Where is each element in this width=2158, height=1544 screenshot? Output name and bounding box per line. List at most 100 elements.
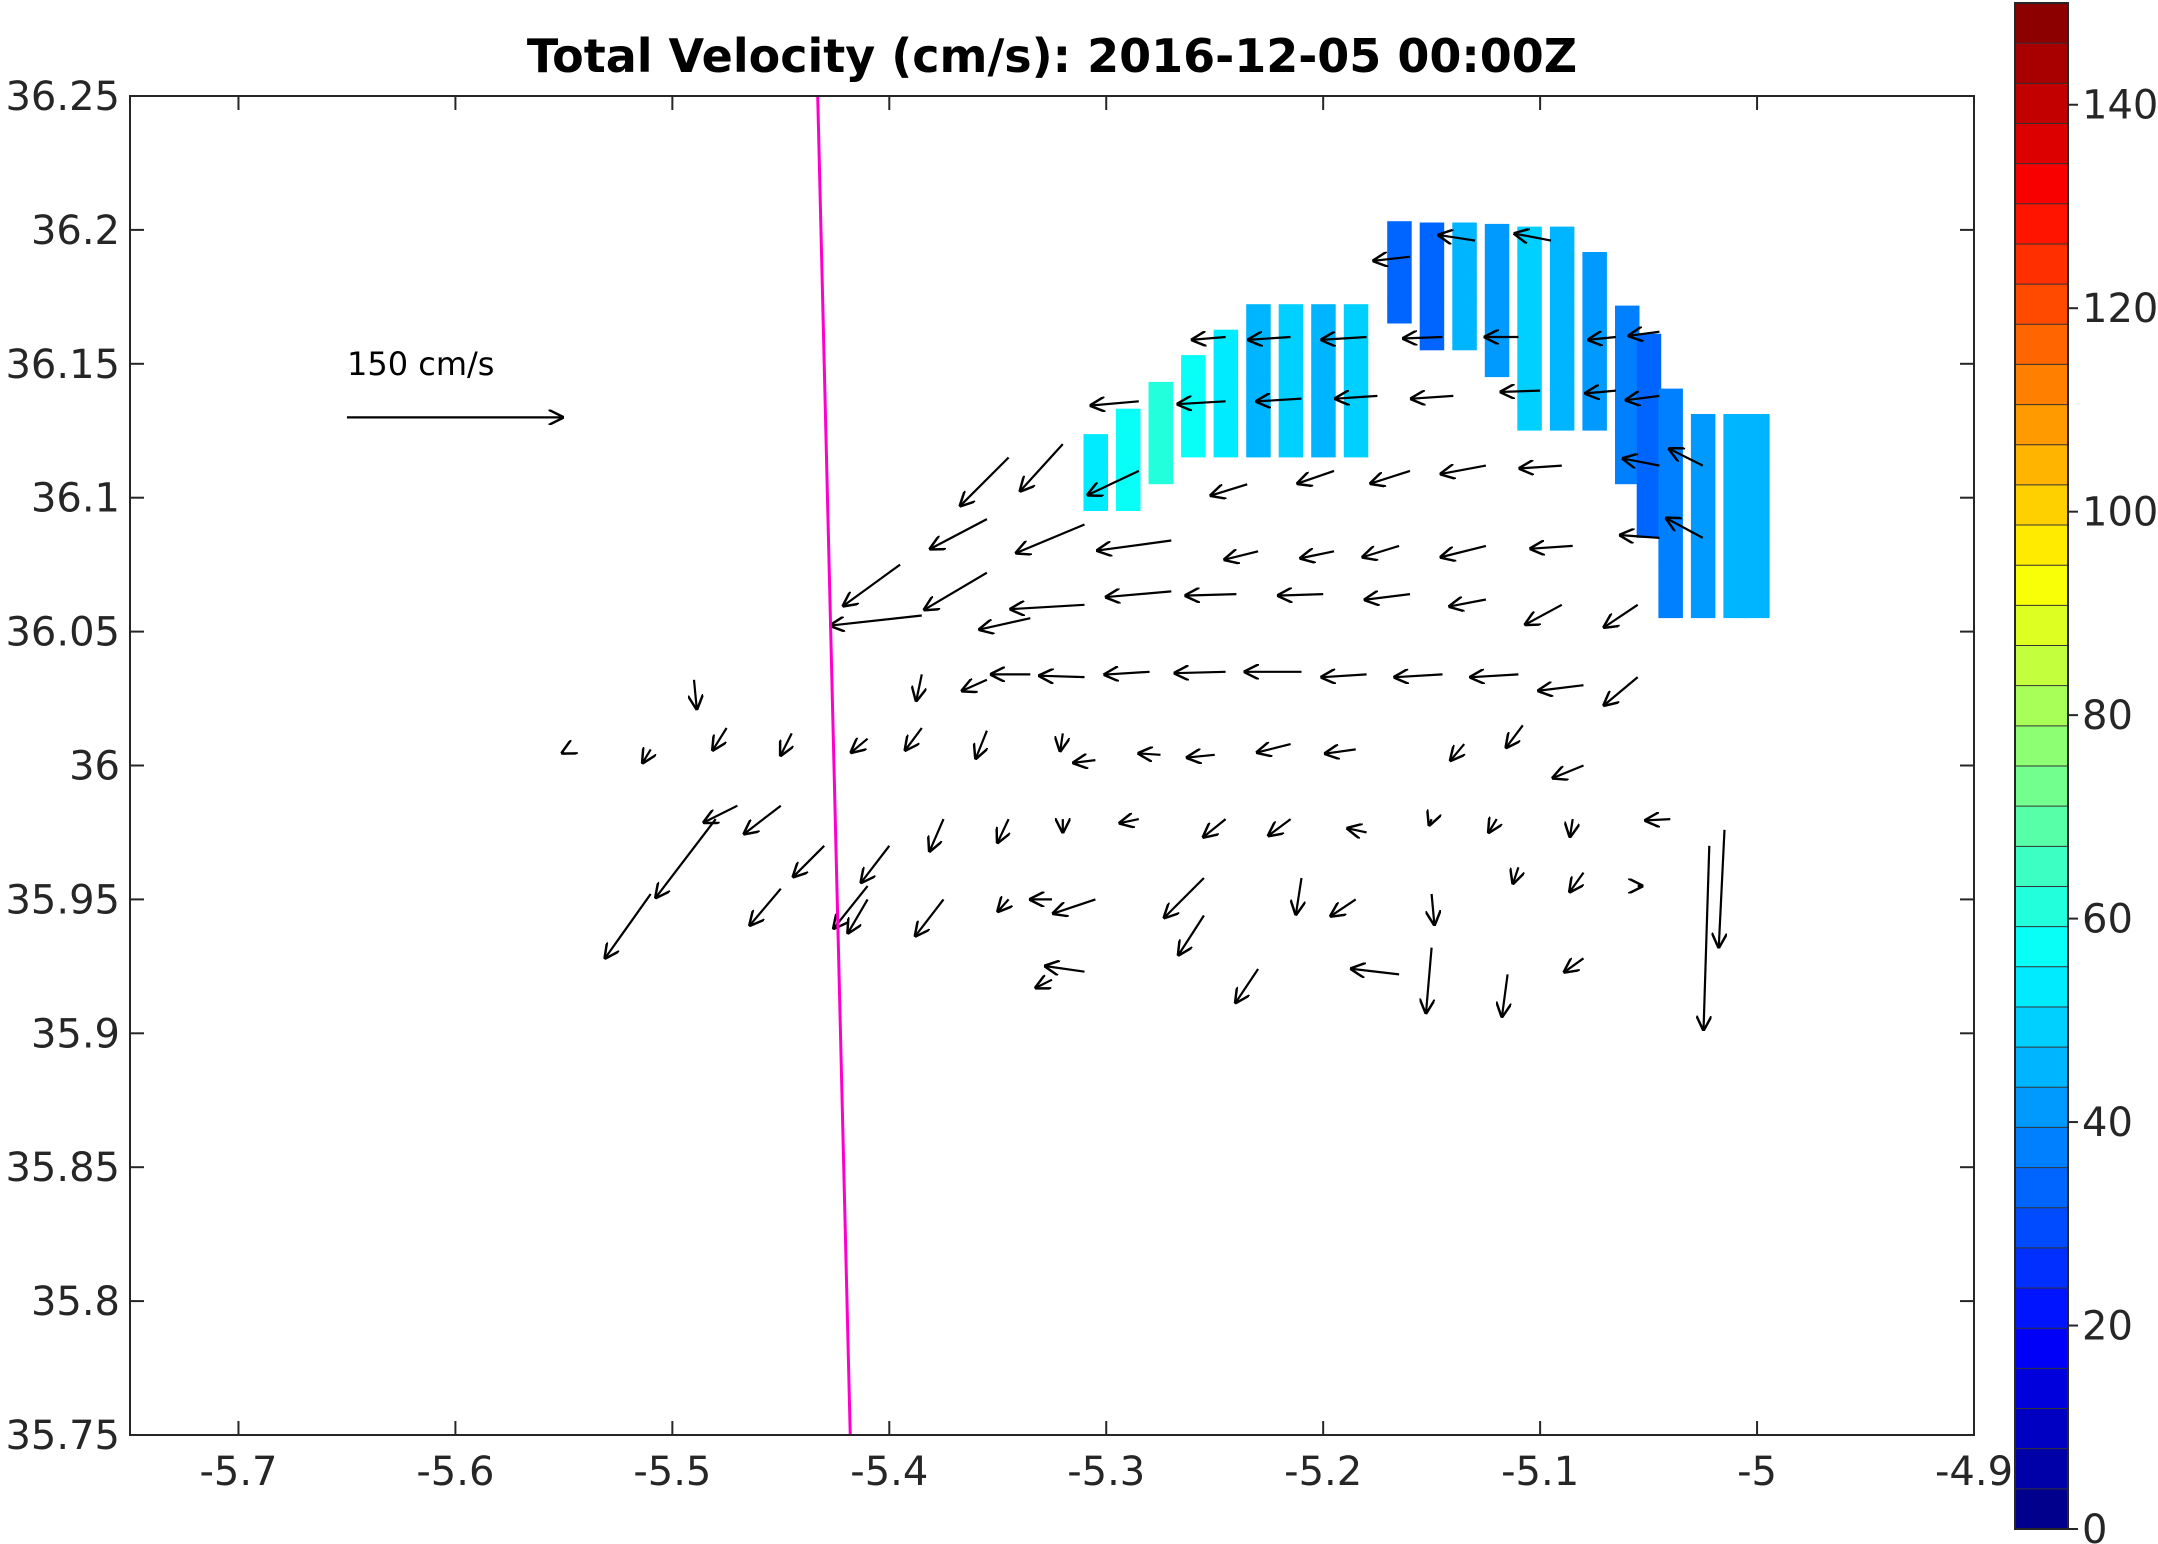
colorbar-frame [2014,2,2069,1530]
speed-cell [1615,432,1640,459]
velocity-vector [1587,337,1617,340]
velocity-vector [1502,974,1508,1017]
velocity-vector [1529,546,1573,549]
colorbar-step [2015,43,2068,84]
velocity-vector [1247,337,1291,340]
colorbar-step [2015,1047,2068,1088]
speed-cell [1658,592,1683,619]
velocity-vector [1210,483,1248,496]
speed-cell [1549,226,1575,253]
speed-cell [1658,464,1683,491]
velocity-vector [1584,391,1617,394]
plot-frame [129,95,1975,1436]
velocity-vector [1644,819,1671,820]
velocity-vector [1619,535,1660,538]
velocity-vector [1268,818,1292,836]
velocity-vector [1450,743,1465,761]
velocity-vector [1410,396,1454,399]
velocity-vector [1035,980,1053,989]
velocity-vector [1163,877,1205,919]
velocity-vector [1719,829,1725,949]
velocity-vector [1060,733,1063,752]
y-axis: 35.75 35.8 35.85 35.9 35.95 36 36.05 36.1 36.15 3… [5,74,1974,1459]
colorbar-step [2015,685,2068,727]
speed-cell [1083,485,1108,511]
speed-cell [1116,434,1141,461]
y-tick-label: 35.85 [5,1145,120,1191]
velocity-vector [1009,605,1085,609]
speed-cell [1484,351,1510,378]
velocity-vector [1296,877,1302,916]
velocity-vector [642,749,651,764]
colorbar-step [2015,1006,2068,1048]
velocity-vector [1019,443,1064,492]
velocity-vector [1603,676,1639,706]
velocity-vector [847,898,869,934]
colorbar-step [2015,1167,2068,1209]
velocity-vector [1437,235,1476,241]
velocity-vector [604,893,652,959]
colorbar-step [2015,484,2068,526]
velocity-vector [1625,396,1660,400]
speed-cell [1615,356,1640,383]
velocity-vector [1277,594,1324,596]
colorbar-tick-label: 40 [2082,1100,2133,1146]
speed-cell [1148,432,1173,459]
y-tick-label: 36 [69,744,120,790]
colorbar-step [2015,1448,2068,1490]
velocity-vector [1563,957,1585,973]
speed-cell [1745,490,1770,517]
speed-cell [1246,406,1271,432]
speed-cell [1246,431,1271,458]
velocity-vector [1362,544,1400,558]
x-tick-label: -5.2 [1284,1449,1362,1495]
speed-cell [1452,298,1477,325]
speed-cell [1452,248,1477,274]
velocity-vector [1505,724,1524,748]
velocity-vector [1256,744,1291,753]
velocity-vector [694,679,697,710]
velocity-vector [1072,760,1096,763]
velocity-vector [1105,591,1172,597]
velocity-vector [959,456,1010,507]
speed-cell [1419,273,1445,300]
y-tick-label: 36.2 [31,208,120,254]
colorbar-tick-label: 120 [2082,286,2158,332]
velocity-vector [712,727,728,751]
velocity-vector [1202,818,1227,838]
x-axis: -5.7 -5.6 -5.5 -5.4 -5.3 -5.2 -5.1 -5 -4.9 [199,96,2013,1495]
colorbar-tick-label: 20 [2082,1304,2133,1350]
speed-cell [1636,486,1662,513]
x-tick-label: -5.4 [850,1449,928,1495]
speed-cell [1343,355,1369,382]
velocity-vector [1119,819,1140,823]
velocity-vector [1176,401,1226,404]
velocity-vector [916,674,922,702]
x-tick-label: -5 [1737,1449,1777,1495]
velocity-vector [1488,819,1497,833]
speed-cell [1452,273,1477,300]
velocity-vector [1569,871,1585,893]
velocity-vector [978,617,1031,630]
speed-cell [1484,249,1510,276]
colorbar-step [2015,444,2068,486]
speed-cell [1745,515,1770,542]
velocity-vector [1015,523,1085,554]
velocity-vector [1320,674,1367,677]
speed-cell [1343,406,1369,432]
velocity-vector [1191,337,1226,340]
speed-cell [1148,458,1173,485]
velocity-vector [1537,685,1584,691]
velocity-vector [923,571,988,611]
colorbar-step [2015,324,2068,365]
x-tick-label: -5.3 [1067,1449,1145,1495]
y-tick-label: 36.1 [31,476,120,522]
speed-cell [1278,406,1304,432]
speed-cell [1745,566,1770,593]
velocity-vector [1255,399,1302,402]
colorbar-step [2015,846,2068,887]
velocity-vector [1038,676,1085,677]
speed-cell [1311,406,1336,432]
x-tick-label: -5.6 [416,1449,494,1495]
speed-cell [1278,355,1304,382]
